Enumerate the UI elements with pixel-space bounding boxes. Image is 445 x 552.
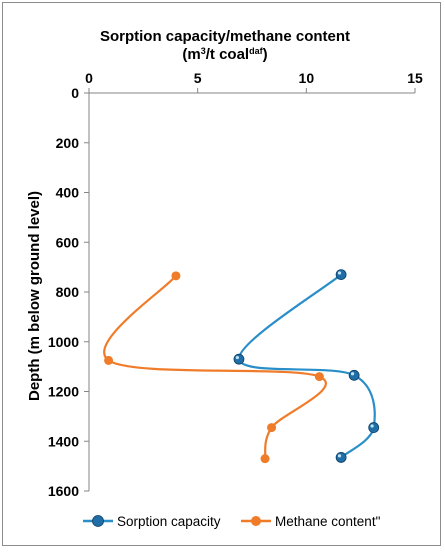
data-point-highlight	[350, 372, 355, 376]
x-axis-label-middle: /t coal	[206, 46, 249, 63]
y-tick-label: 1000	[48, 334, 79, 350]
data-point-sorption-capacity	[335, 269, 347, 280]
data-point-sorption-capacity	[335, 452, 347, 463]
chart-title: Sorption capacity/methane content	[100, 28, 350, 45]
legend-label-methane-content: Methane content"	[275, 514, 381, 529]
chart-frame: Sorption capacity/methane content (m3/t …	[2, 2, 441, 546]
axes-group: 0 5 10 15 0 200 400 600 800 1000 1200 1400 1600	[48, 70, 423, 499]
x-axis-label-sup2: daf	[249, 46, 264, 56]
data-point-methane-content	[267, 423, 277, 433]
data-point-highlight	[235, 355, 239, 360]
y-tick-label: 600	[56, 234, 80, 250]
x-tick-label: 15	[407, 70, 423, 86]
y-tick-label: 1200	[48, 384, 79, 400]
data-point-highlight	[337, 454, 342, 458]
data-point-sorption-capacity	[348, 369, 360, 381]
data-point-methane-content	[314, 372, 324, 382]
legend-marker-methane-content	[251, 516, 261, 526]
chart-svg: Sorption capacity/methane content (m3/t …	[26, 28, 423, 529]
y-tick-label: 800	[56, 284, 80, 300]
y-tick-label: 1400	[48, 433, 79, 449]
data-point-methane-content	[171, 271, 181, 281]
x-tick-label: 10	[299, 70, 315, 86]
y-tick-label: 200	[56, 135, 80, 151]
y-tick-label: 400	[56, 185, 80, 201]
data-point-methane-content	[260, 454, 270, 464]
series-line-sorption-capacity	[237, 273, 376, 459]
x-tick-label: 0	[85, 70, 93, 86]
data-point-highlight	[370, 424, 374, 428]
data-point-sorption-capacity	[233, 353, 245, 365]
legend-label-sorption-capacity: Sorption capacity	[117, 514, 221, 529]
y-axis-label: Depth (m below ground level)	[26, 191, 43, 401]
legend-marker-sorption-capacity	[92, 515, 104, 527]
x-axis-label: (m3/t coaldaf)	[182, 46, 267, 63]
data-point-sorption-capacity	[368, 422, 380, 433]
legend: Sorption capacity Methane content"	[83, 514, 381, 529]
y-tick-label: 1600	[48, 483, 79, 499]
data-point-highlight	[337, 271, 342, 275]
y-tick-label: 0	[71, 85, 79, 101]
data-point-methane-content	[104, 355, 114, 365]
x-axis-label-sup1: 3	[201, 46, 206, 56]
x-axis-label-suffix: )	[263, 46, 268, 63]
series-group	[103, 269, 380, 464]
x-axis-label-prefix: (m	[182, 46, 200, 63]
series-line-methane-content	[103, 275, 327, 459]
x-tick-label: 5	[194, 70, 202, 86]
